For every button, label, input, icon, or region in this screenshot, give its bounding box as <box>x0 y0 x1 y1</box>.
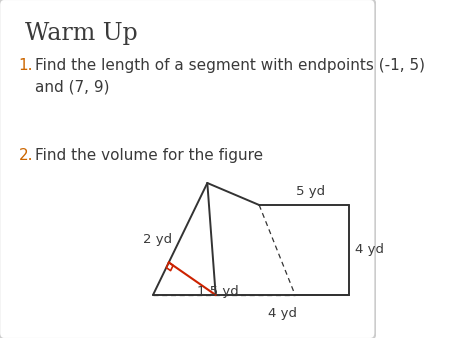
Text: 4 yd: 4 yd <box>356 243 384 257</box>
Text: 2.: 2. <box>18 148 33 163</box>
Text: 1.5 yd: 1.5 yd <box>197 285 239 298</box>
Text: 2 yd: 2 yd <box>143 233 172 245</box>
Text: Find the volume for the figure: Find the volume for the figure <box>35 148 263 163</box>
Text: Warm Up: Warm Up <box>25 22 138 45</box>
Text: 4 yd: 4 yd <box>268 307 297 320</box>
Text: Find the length of a segment with endpoints (-1, 5)
and (7, 9): Find the length of a segment with endpoi… <box>35 58 425 95</box>
FancyBboxPatch shape <box>0 0 375 338</box>
Text: 5 yd: 5 yd <box>297 185 325 198</box>
Text: 1.: 1. <box>18 58 33 73</box>
